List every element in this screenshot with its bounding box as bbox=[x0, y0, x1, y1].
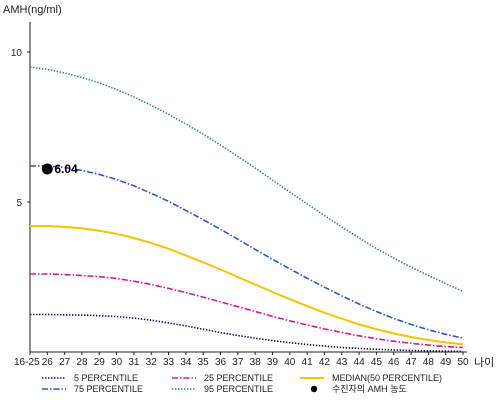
x-tick-label: 36 bbox=[215, 357, 227, 368]
x-tick-label: 43 bbox=[336, 357, 348, 368]
legend-label: 25 PERCENTILE bbox=[204, 373, 273, 383]
legend-label: 95 PERCENTILE bbox=[204, 384, 273, 394]
x-tick-label: 30 bbox=[111, 357, 123, 368]
ticks-layer: 5 10 16-25 26 27 28 29 30 31 32 33 34 35 36 37 38 39 40 41… bbox=[11, 48, 469, 368]
series-line-95-percentile bbox=[29, 66, 464, 293]
series-line-5-percentile bbox=[30, 313, 464, 353]
legend-label: 5 PERCENTILE bbox=[74, 373, 138, 383]
legend: 5 PERCENTILE 25 PERCENTILE MEDIAN(50 PERCE… bbox=[42, 373, 442, 394]
x-tick-label: 42 bbox=[319, 357, 331, 368]
x-tick-label: 45 bbox=[371, 357, 383, 368]
x-tick-label: 50 bbox=[457, 357, 469, 368]
x-tick-label: 35 bbox=[198, 357, 210, 368]
y-axis-title: AMH(ng/ml) bbox=[3, 4, 62, 16]
x-tick-label: 31 bbox=[128, 357, 140, 368]
x-tick-label: 37 bbox=[232, 357, 244, 368]
x-tick-label: 16-25 bbox=[14, 357, 40, 368]
series-line-75-percentile bbox=[30, 165, 464, 339]
x-tick-label: 28 bbox=[76, 357, 88, 368]
y-tick-label: 10 bbox=[11, 48, 23, 59]
marker-layer: 6.04 bbox=[41, 162, 78, 176]
x-tick-label: 29 bbox=[94, 357, 106, 368]
x-tick-label: 32 bbox=[146, 357, 158, 368]
x-tick-label: 38 bbox=[250, 357, 262, 368]
legend-marker-swatch bbox=[310, 385, 318, 393]
x-tick-label: 46 bbox=[388, 357, 400, 368]
x-tick-label: 26 bbox=[42, 357, 54, 368]
patient-amh-marker bbox=[41, 163, 53, 175]
y-tick-label: 5 bbox=[16, 198, 22, 209]
axes bbox=[29, 22, 467, 353]
series-layer bbox=[29, 66, 464, 353]
x-tick-label: 49 bbox=[440, 357, 452, 368]
x-tick-label: 39 bbox=[267, 357, 279, 368]
x-tick-label: 47 bbox=[405, 357, 417, 368]
x-tick-label: 27 bbox=[59, 357, 71, 368]
legend-label: MEDIAN(50 PERCENTILE) bbox=[332, 373, 442, 383]
x-tick-label: 41 bbox=[302, 357, 314, 368]
x-tick-label: 33 bbox=[163, 357, 175, 368]
x-tick-label: 40 bbox=[284, 357, 296, 368]
x-tick-label: 48 bbox=[423, 357, 435, 368]
patient-amh-value-label: 6.04 bbox=[54, 162, 78, 176]
x-tick-label: 44 bbox=[354, 357, 366, 368]
legend-label: 75 PERCENTILE bbox=[74, 384, 143, 394]
series-line-median-50-percentile bbox=[30, 225, 464, 346]
legend-marker-label: 수진자의 AMH 농도 bbox=[332, 384, 407, 394]
x-axis-title: 나이 bbox=[474, 356, 494, 369]
series-line-25-percentile bbox=[30, 273, 464, 349]
x-tick-label: 34 bbox=[180, 357, 192, 368]
